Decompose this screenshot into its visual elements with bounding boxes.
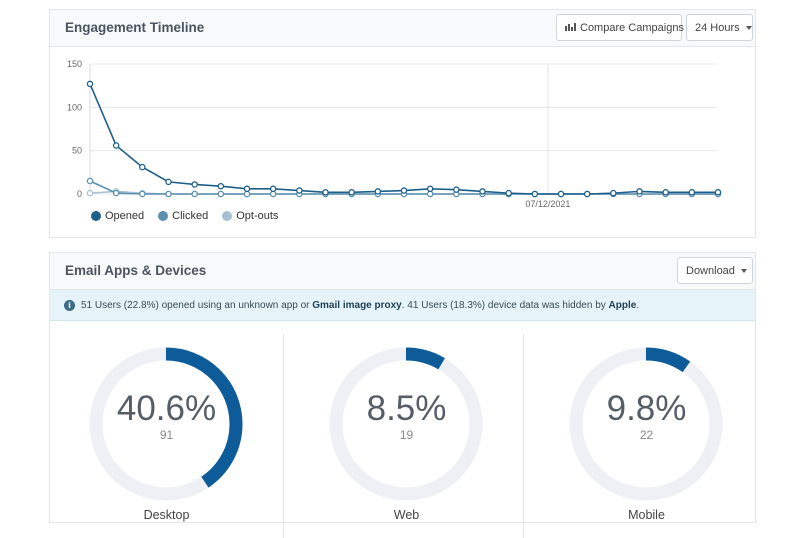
desktop-label: Desktop: [143, 508, 190, 522]
time-range-label: 24 Hours: [695, 21, 740, 34]
info-banner: i 51 Users (22.8%) opened using an unkno…: [50, 290, 755, 321]
y-tick-label: 100: [67, 102, 82, 112]
web-percent: 8.5%: [366, 389, 447, 428]
data-point: [610, 189, 617, 197]
data-point: [479, 188, 486, 195]
apps-devices-title: Email Apps & Devices: [65, 263, 207, 278]
time-range-dropdown[interactable]: 24 Hours: [686, 14, 753, 41]
web-label: Web: [393, 508, 420, 522]
y-tick-label: 0: [77, 189, 82, 199]
data-point: [217, 190, 225, 198]
donut-fill: [89, 347, 243, 501]
data-point: [322, 189, 329, 196]
data-point: [112, 189, 120, 197]
data-point: [139, 190, 146, 198]
engagement-panel: Engagement Timeline Compare Campaigns 24…: [49, 9, 756, 238]
web-donut-chart: [329, 347, 483, 501]
data-point: [426, 185, 434, 193]
web-count: 19: [399, 428, 414, 442]
data-point: [165, 178, 172, 186]
data-point: [662, 189, 669, 196]
engagement-header: Engagement Timeline Compare Campaigns 24…: [50, 10, 755, 47]
desktop-percent: 40.6%: [116, 389, 217, 428]
y-tick-label: 150: [67, 59, 82, 69]
desktop-count: 91: [159, 428, 174, 442]
data-point: [191, 181, 198, 188]
legend-label-opened: Opened: [105, 210, 145, 222]
series-line-opened: [89, 83, 718, 195]
chart-icon: [565, 22, 576, 34]
legend-label-opt-outs: Opt-outs: [236, 210, 279, 222]
data-point: [86, 80, 94, 88]
legend-label-clicked: Clicked: [172, 210, 209, 222]
legend-item-opened[interactable]: Opened: [91, 210, 144, 222]
apple-text: Apple: [608, 299, 637, 311]
mobile-donut-chart: [569, 347, 723, 501]
data-point: [86, 177, 94, 185]
data-point: [400, 187, 408, 194]
download-dropdown[interactable]: Download: [677, 257, 753, 284]
data-point: [583, 190, 591, 198]
data-point: [426, 190, 434, 198]
x-tick-label: 07/12/2021: [525, 199, 570, 207]
data-point: [531, 190, 539, 198]
desktop-donut-chart: [89, 347, 243, 501]
mobile-percent: 9.8%: [606, 389, 687, 428]
data-point: [86, 189, 94, 197]
chart-legend: Opened Clicked Opt-outs: [91, 210, 278, 222]
device-desktop: 40.6% 91 Desktop: [50, 334, 283, 538]
divider: [523, 334, 524, 538]
data-point: [191, 190, 198, 198]
device-mobile: 9.8% 22 Mobile: [530, 334, 763, 538]
legend-swatch-opt-outs: [222, 211, 233, 221]
info-text: 51 Users (22.8%) opened using an unknown…: [81, 300, 639, 311]
apps-devices-panel: Email Apps & Devices Download i 51 Users…: [49, 252, 756, 538]
data-point: [243, 185, 251, 193]
data-point: [374, 188, 382, 195]
legend-swatch-clicked: [158, 211, 169, 221]
mobile-count: 22: [639, 428, 654, 442]
info-text-part: 51 Users (22.8%) opened using an unknown…: [81, 299, 313, 311]
engagement-chart: 0 50 100 150 07/12/2021: [67, 59, 722, 207]
y-tick-label: 50: [72, 146, 82, 156]
compare-campaigns-button[interactable]: Compare Campaigns: [556, 14, 684, 41]
data-point: [217, 182, 225, 190]
divider: [283, 334, 284, 538]
data-point: [243, 190, 251, 198]
data-point: [112, 142, 120, 149]
data-point: [714, 189, 722, 196]
data-point: [269, 185, 277, 193]
data-point: [165, 190, 172, 198]
compare-campaigns-label: Compare Campaigns: [580, 21, 684, 34]
data-point: [505, 189, 512, 197]
data-point: [688, 189, 696, 196]
data-point: [296, 187, 303, 194]
legend-item-clicked[interactable]: Clicked: [158, 210, 208, 222]
data-point: [348, 189, 355, 196]
device-web: 8.5% 19 Web: [290, 334, 523, 538]
mobile-label: Mobile: [628, 508, 665, 522]
data-point: [557, 190, 565, 198]
gmail-proxy-text: Gmail image proxy: [312, 299, 402, 311]
download-label: Download: [686, 264, 735, 277]
chevron-down-icon: [745, 25, 752, 30]
legend-item-opt-outs[interactable]: Opt-outs: [222, 210, 278, 222]
info-text-part: .: [636, 299, 640, 311]
data-point: [636, 188, 643, 195]
info-text-part: . 41 Users (18.3%) device data was hidde…: [401, 299, 609, 311]
chevron-down-icon: [740, 268, 747, 273]
legend-swatch-opened: [91, 211, 101, 221]
donut-fill: [329, 347, 483, 501]
data-point: [453, 186, 460, 193]
info-icon: i: [64, 299, 75, 311]
donut-fill: [569, 347, 723, 501]
engagement-title: Engagement Timeline: [65, 20, 205, 35]
apps-devices-header: Email Apps & Devices Download: [50, 253, 755, 290]
data-point: [139, 163, 146, 171]
data-point: [269, 190, 277, 198]
